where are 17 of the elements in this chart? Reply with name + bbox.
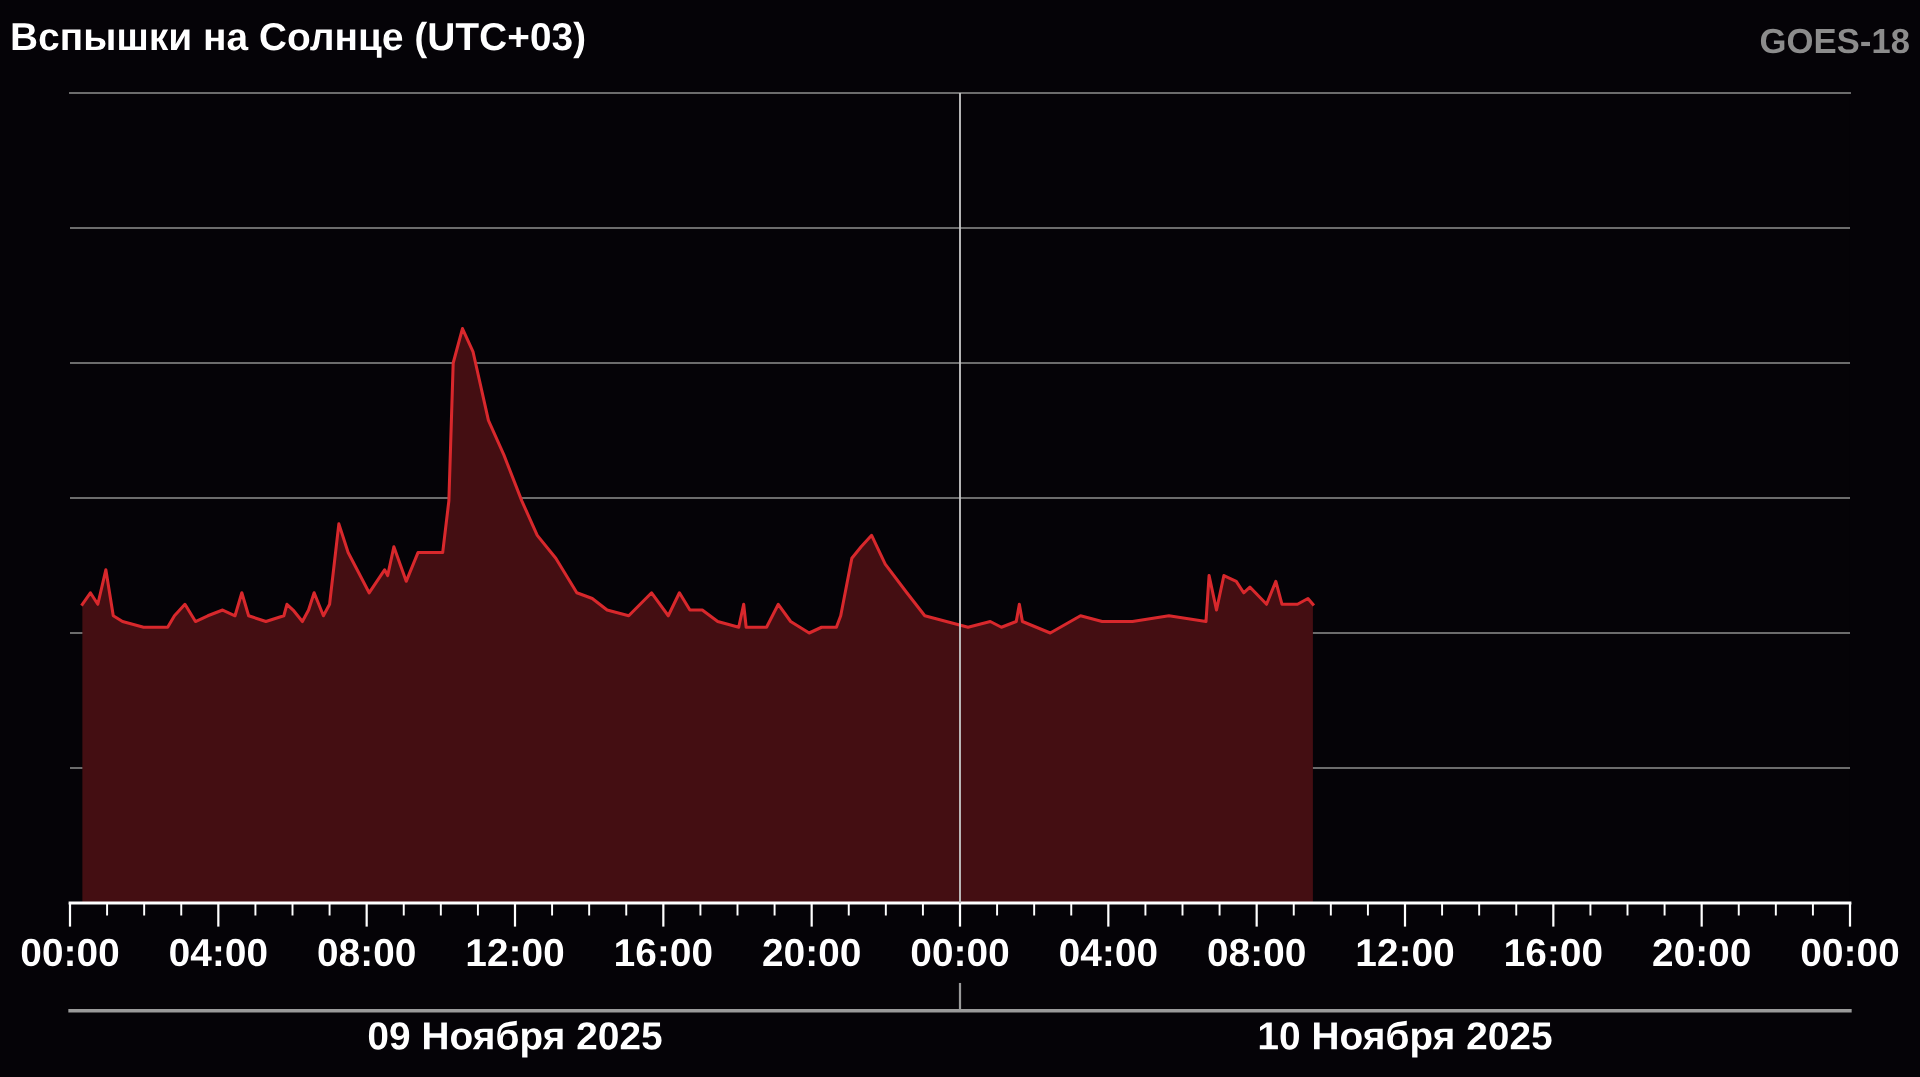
x-tick-label: 16:00 — [1506, 938, 1602, 967]
x-tick-label: 00:00 — [1801, 938, 1899, 967]
text: GOES-18 — [1760, 28, 1909, 54]
x-tick-label: 04:00 — [170, 938, 267, 967]
x-tick-label: 12:00 — [467, 938, 564, 967]
x-tick-label: 16:00 — [616, 938, 712, 967]
x-tick-label: 04:00 — [1060, 938, 1157, 967]
x-tick-label: 20:00 — [763, 938, 860, 967]
x-tick-label: 20:00 — [1653, 938, 1750, 967]
x-tick-label: 00:00 — [911, 938, 1009, 967]
x-tick-label: 12:00 — [1357, 938, 1454, 967]
text: 10 Ноября 2025 — [1259, 1020, 1552, 1058]
x-tick-label: 08:00 — [318, 938, 415, 967]
x-tick-label: 08:00 — [1208, 938, 1305, 967]
chart-title: Вспышки на Солнце (UTC+03) — [12, 21, 585, 59]
x-tick-label: 00:00 — [21, 938, 119, 967]
text: 09 Ноября 2025 — [368, 1020, 662, 1058]
